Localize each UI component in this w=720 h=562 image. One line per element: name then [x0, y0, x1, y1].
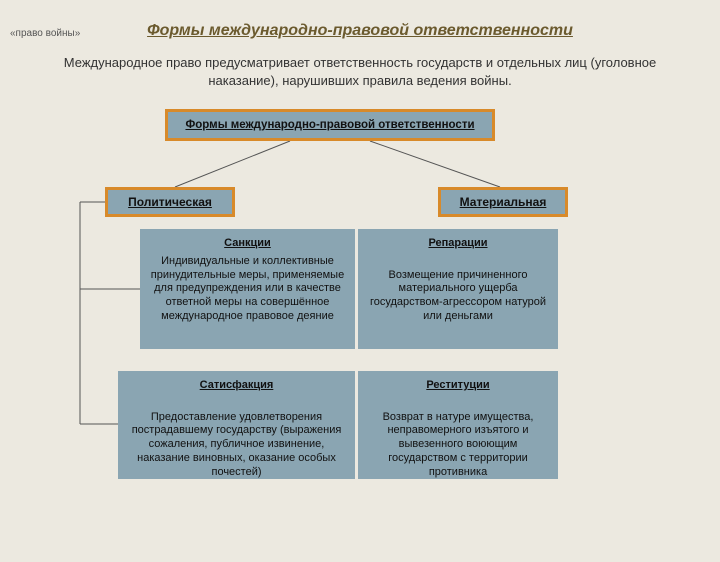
- material-box: Материальная: [438, 187, 568, 217]
- diagram-area: Формы международно-правовой ответственно…: [0, 99, 720, 509]
- intro-text: Международное право предусматривает отве…: [38, 54, 682, 89]
- restitution-title: Реституции: [368, 379, 548, 393]
- corner-label: «право войны»: [10, 28, 80, 39]
- satisfaction-box: Сатисфакция Предоставление удовлетворени…: [118, 371, 355, 479]
- restitution-box: Реституции Возврат в натуре имущества, н…: [358, 371, 558, 479]
- reparations-box: Репарации Возмещение причиненного матери…: [358, 229, 558, 349]
- root-box: Формы международно-правовой ответственно…: [165, 109, 495, 141]
- reparations-body: Возмещение причиненного материального ущ…: [370, 269, 546, 322]
- reparations-title: Репарации: [368, 237, 548, 251]
- restitution-body: Возврат в натуре имущества, неправомерно…: [383, 411, 534, 478]
- satisfaction-title: Сатисфакция: [128, 379, 345, 393]
- sanctions-title: Санкции: [150, 237, 345, 251]
- sanctions-box: Санкции Индивидуальные и коллективные пр…: [140, 229, 355, 349]
- page-title: Формы международно-правовой ответственно…: [0, 22, 720, 40]
- political-box: Политическая: [105, 187, 235, 217]
- satisfaction-body: Предоставление удовлетворения пострадавш…: [132, 411, 342, 478]
- sanctions-body: Индивидуальные и коллективные принудител…: [151, 255, 344, 322]
